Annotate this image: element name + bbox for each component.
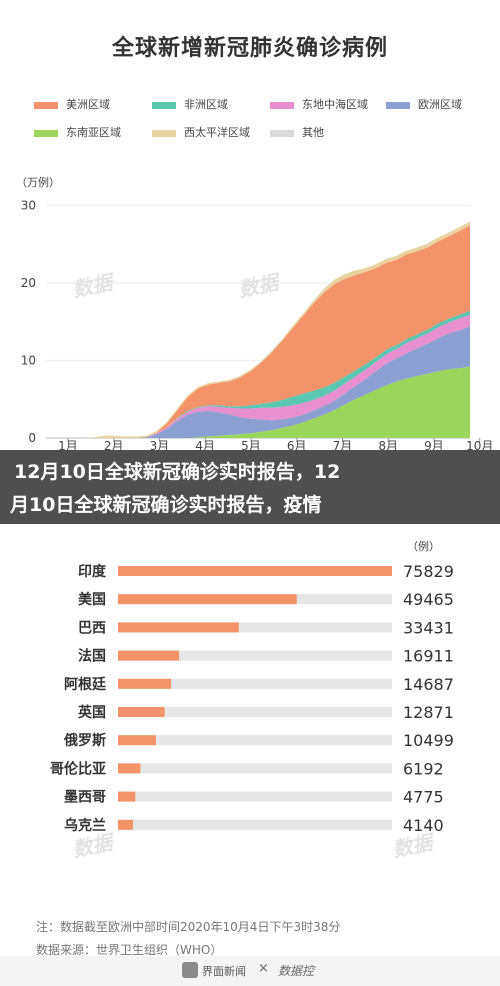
legend-item: 东南亚区域 (34, 124, 121, 140)
legend-item: 西太平洋区域 (152, 124, 250, 140)
bar-track (118, 622, 392, 633)
headline-line-1: 12月10日全球新冠确诊实时报告，12 (14, 461, 341, 483)
bar-value-label: 6192 (403, 759, 444, 778)
bar (118, 735, 156, 746)
chart-title: 全球新增新冠肺炎确诊病例 (111, 36, 388, 61)
partner-logo: 数据控 (278, 964, 315, 978)
bar-category-label: 俄罗斯 (63, 732, 106, 749)
legend-label: 东地中海区域 (302, 98, 368, 111)
legend-label: 西太平洋区域 (184, 126, 250, 139)
x-tick-label: 5月 (241, 439, 261, 450)
legend-swatch (34, 129, 58, 137)
bar-value-label: 12871 (403, 703, 454, 722)
bar (118, 763, 141, 774)
bar-value-label: 33431 (403, 618, 454, 637)
x-tick-label: 10月 (466, 439, 493, 450)
bar-value-label: 75829 (403, 562, 454, 581)
area-series (52, 314, 470, 438)
chart-notes: 注：数据截至欧洲中部时间2020年10月4日下午3时38分 数据来源：世界卫生组… (36, 916, 340, 962)
bar (118, 566, 392, 576)
bar-track (118, 819, 392, 830)
bar (118, 791, 136, 802)
legend-swatch (152, 101, 176, 109)
legend-swatch (34, 101, 58, 109)
area-series (52, 225, 470, 438)
legend-item: 欧洲区域 (386, 96, 462, 112)
legend-swatch (270, 101, 294, 109)
y-tick-label: 0 (28, 431, 36, 445)
bar-track (118, 678, 392, 689)
headline-line-2: 月10日全球新冠确诊实时报告，疫情 (10, 494, 322, 516)
bar-category-label: 哥伦比亚 (50, 760, 106, 777)
times-sign: × (258, 961, 269, 976)
y-tick-label: 20 (21, 276, 36, 290)
bar-track (118, 763, 392, 774)
legend-swatch (386, 101, 410, 109)
legend-label: 其他 (302, 126, 324, 139)
bar-value-label: 14687 (403, 675, 454, 694)
bar-value-label: 4140 (403, 816, 444, 835)
legend-item: 其他 (270, 124, 324, 140)
y-tick-label: 10 (21, 353, 36, 367)
x-tick-label: 2月 (104, 439, 124, 450)
legend-item: 东地中海区域 (270, 96, 368, 112)
area-series (52, 366, 470, 438)
bar-category-label: 墨西哥 (64, 790, 106, 806)
bar-track (118, 707, 392, 717)
legend-swatch (270, 129, 294, 137)
country-bar-chart: （例） 印度 75829 美国 49465 巴西 33431 法国 16911 阿根廷 14687 英… (50, 539, 454, 835)
x-tick-label: 3月 (150, 439, 170, 450)
bar-value-label: 49465 (403, 590, 454, 609)
legend-item: 美洲区域 (34, 96, 110, 112)
bar-track (118, 735, 392, 746)
x-tick-label: 9月 (424, 439, 444, 450)
bar-track (118, 791, 392, 802)
brand-name: 界面新闻 (202, 965, 246, 978)
stacked-area-chart: （万例） 0 10 20 30 1月 2月 3月 4月 5月 6月 7月 8月 9月 10月 (16, 175, 493, 450)
legend-item: 非洲区域 (152, 96, 228, 112)
legend-swatch (152, 129, 176, 137)
data-note: 注：数据截至欧洲中部时间2020年10月4日下午3时38分 (36, 920, 341, 934)
x-tick-label: 6月 (287, 439, 307, 450)
data-source: 数据来源：世界卫生组织（WHO） (36, 943, 223, 957)
bar (118, 707, 165, 717)
y-unit-label: （万例） (16, 175, 60, 189)
x-tick-label: 4月 (195, 439, 215, 450)
x-tick-label: 7月 (333, 439, 353, 450)
bar-track (118, 650, 392, 661)
bar (118, 819, 133, 830)
bar-category-label: 法国 (78, 648, 106, 665)
x-tick-label: 1月 (58, 439, 78, 450)
bar (118, 622, 239, 633)
bar (118, 678, 172, 689)
bar-category-label: 英国 (77, 704, 106, 721)
bar-value-label: 10499 (403, 731, 454, 750)
bar-unit-label: （例） (407, 539, 440, 553)
legend-label: 东南亚区域 (66, 126, 121, 139)
bar-category-label: 阿根廷 (64, 676, 107, 693)
area-series (52, 326, 470, 438)
bar (118, 650, 180, 661)
bar (118, 594, 297, 605)
y-tick-label: 30 (21, 198, 36, 212)
bar-category-label: 乌克兰 (64, 817, 106, 834)
bar-value-label: 4775 (403, 788, 444, 807)
footer-brand-bar: 界面新闻 × 数据控 (0, 956, 500, 986)
bar-value-label: 16911 (403, 647, 454, 666)
legend-label: 欧洲区域 (418, 98, 462, 111)
x-tick-label: 8月 (378, 439, 398, 450)
bar-category-label: 巴西 (78, 620, 106, 636)
brand-logo-icon (182, 962, 198, 978)
bar-category-label: 美国 (78, 591, 106, 608)
legend-label: 非洲区域 (184, 98, 228, 111)
headline-banner: 12月10日全球新冠确诊实时报告，12 月10日全球新冠确诊实时报告，疫情 (0, 450, 500, 524)
legend-label: 美洲区域 (66, 98, 110, 111)
bar-category-label: 印度 (78, 563, 107, 580)
